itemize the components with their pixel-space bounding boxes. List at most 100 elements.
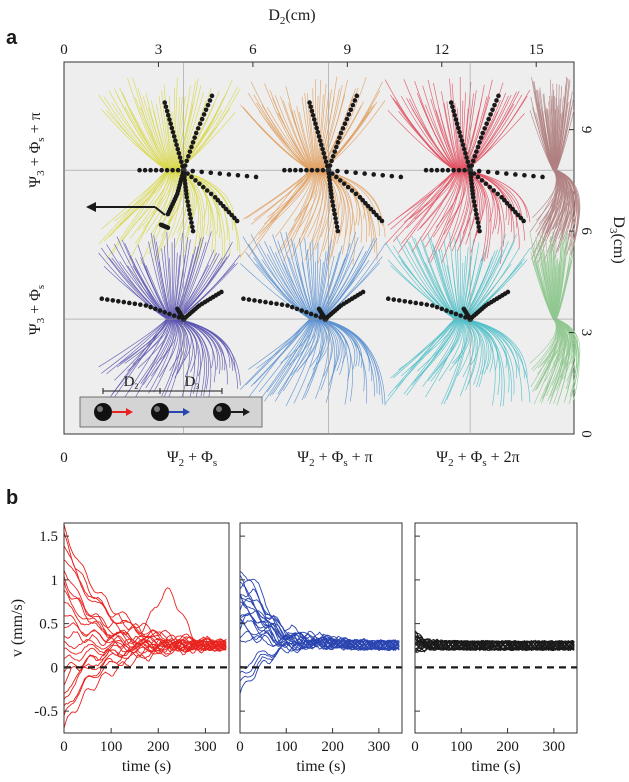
- trajectory: [183, 289, 224, 320]
- y-tick-label: 0.5: [39, 617, 58, 633]
- trajectory: [137, 167, 181, 173]
- top-tick-label: 3: [155, 42, 163, 58]
- right-tick-label: 9: [578, 126, 594, 134]
- trajectory: [423, 167, 467, 173]
- trajectory: [190, 168, 259, 180]
- y-tick-label: 0: [51, 660, 59, 676]
- top-tick-label: 15: [529, 42, 544, 58]
- top-tick-label: 6: [249, 42, 257, 58]
- left-label-top-row: Ψ3 + Φs + π: [27, 112, 47, 187]
- y-tick-label: 1.5: [39, 529, 58, 545]
- x-tick-label: 300: [194, 739, 217, 755]
- x-tick-label: 100: [100, 739, 123, 755]
- velocity-trace: [63, 532, 227, 649]
- bottom-origin-label: 0: [60, 450, 68, 466]
- trajectory: [99, 296, 182, 320]
- velocity-trace: [239, 581, 400, 649]
- trajectory: [469, 289, 511, 320]
- inset-d2-label: D2: [124, 374, 139, 391]
- sphere-3: [213, 403, 231, 421]
- trajectory: [241, 296, 323, 320]
- top-tick-label: 12: [434, 42, 449, 58]
- x-axis-label: time (s): [122, 758, 171, 775]
- velocity-trace: [63, 642, 227, 707]
- trajectory: [316, 306, 327, 321]
- trajectory: [307, 100, 330, 169]
- left-label-bottom-row: Ψ3 + Φs: [27, 285, 47, 335]
- subplot-frame: [414, 522, 578, 734]
- x-tick-label: 200: [147, 739, 170, 755]
- left-arrow: [86, 202, 166, 216]
- velocity-trace: [63, 601, 227, 651]
- trajectory: [165, 170, 186, 217]
- panel-b-letter: b: [6, 487, 18, 509]
- trajectories: [99, 93, 545, 323]
- x-tick-label: 100: [450, 739, 473, 755]
- bottom-label-2: Ψ2 + Φs + π: [297, 449, 372, 469]
- right-axis-label: D3(cm): [607, 216, 627, 263]
- velocity-trace: [239, 571, 400, 651]
- y-tick-label: 1: [51, 573, 59, 589]
- trajectory: [326, 171, 341, 234]
- velocity-trace: [239, 588, 400, 650]
- inset-d3-label: D3: [185, 374, 200, 391]
- subplot-frame: [239, 522, 403, 734]
- top-tick-label: 0: [60, 42, 68, 58]
- sphere-1: [94, 403, 112, 421]
- x-tick-label: 0: [60, 739, 68, 755]
- panel-a-letter: a: [6, 27, 18, 49]
- streamline-bundle: [240, 231, 386, 407]
- x-tick-label: 0: [411, 739, 419, 755]
- velocity-trace: [63, 545, 227, 648]
- trajectory: [385, 296, 468, 320]
- streamline-bundle: [529, 76, 581, 265]
- trajectory: [175, 306, 186, 321]
- trajectory: [324, 289, 366, 320]
- right-tick-label: 3: [578, 329, 594, 337]
- trajectory: [330, 171, 385, 224]
- trajectory: [448, 100, 472, 169]
- plot-a-ticks: 0 3 6 9 12 15 0 3 6 9: [60, 42, 594, 438]
- velocity-trace: [63, 559, 227, 648]
- subplot-frame: [63, 522, 230, 734]
- velocity-trace: [239, 574, 400, 650]
- x-tick-label: 300: [368, 739, 391, 755]
- x-tick-label: 100: [275, 739, 298, 755]
- trajectory: [469, 93, 501, 168]
- sphere-2: [151, 403, 169, 421]
- bottom-label-1: Ψ2 + Φs: [167, 449, 217, 469]
- trajectory: [461, 306, 472, 321]
- trajectory: [162, 100, 185, 169]
- right-tick-label: 0: [578, 430, 594, 438]
- trajectory: [158, 222, 171, 231]
- trajectory: [282, 167, 326, 173]
- trajectory: [468, 171, 482, 234]
- velocity-trace: [239, 593, 400, 650]
- right-tick-label: 6: [578, 227, 594, 235]
- bottom-label-3: Ψ2 + Φs + 2π: [436, 449, 519, 469]
- velocity-trace: [239, 613, 400, 650]
- velocity-trace: [414, 634, 575, 651]
- velocity-trace: [63, 589, 227, 650]
- velocity-subplot: 0 100 200 300 time (s): [236, 522, 403, 775]
- velocity-trace: [63, 524, 227, 648]
- trajectory: [476, 168, 545, 180]
- velocity-trace: [63, 642, 227, 729]
- trajectory: [471, 171, 526, 224]
- velocity-subplot: 0 100 200 300 time (s): [411, 522, 578, 775]
- velocity-subplot: 0 100 200 300 time (s) -0.5 0 0.5 1 1.5: [34, 522, 230, 775]
- x-tick-label: 200: [321, 739, 344, 755]
- streamline-bundle: [529, 231, 581, 406]
- top-tick-label: 9: [344, 42, 352, 58]
- x-tick-label: 200: [496, 739, 519, 755]
- y-tick-label: -0.5: [34, 704, 58, 720]
- trajectory: [327, 93, 360, 168]
- x-axis-label: time (s): [471, 758, 520, 775]
- inset-schematic: D2 D3: [79, 374, 263, 428]
- x-tick-label: 300: [543, 739, 566, 755]
- x-axis-label: time (s): [296, 758, 345, 775]
- trajectory: [185, 171, 240, 224]
- velocity-trace: [63, 640, 227, 662]
- velocity-plots: 0 100 200 300 time (s) -0.5 0 0.5 1 1.5 0 100 200 300…: [34, 522, 578, 775]
